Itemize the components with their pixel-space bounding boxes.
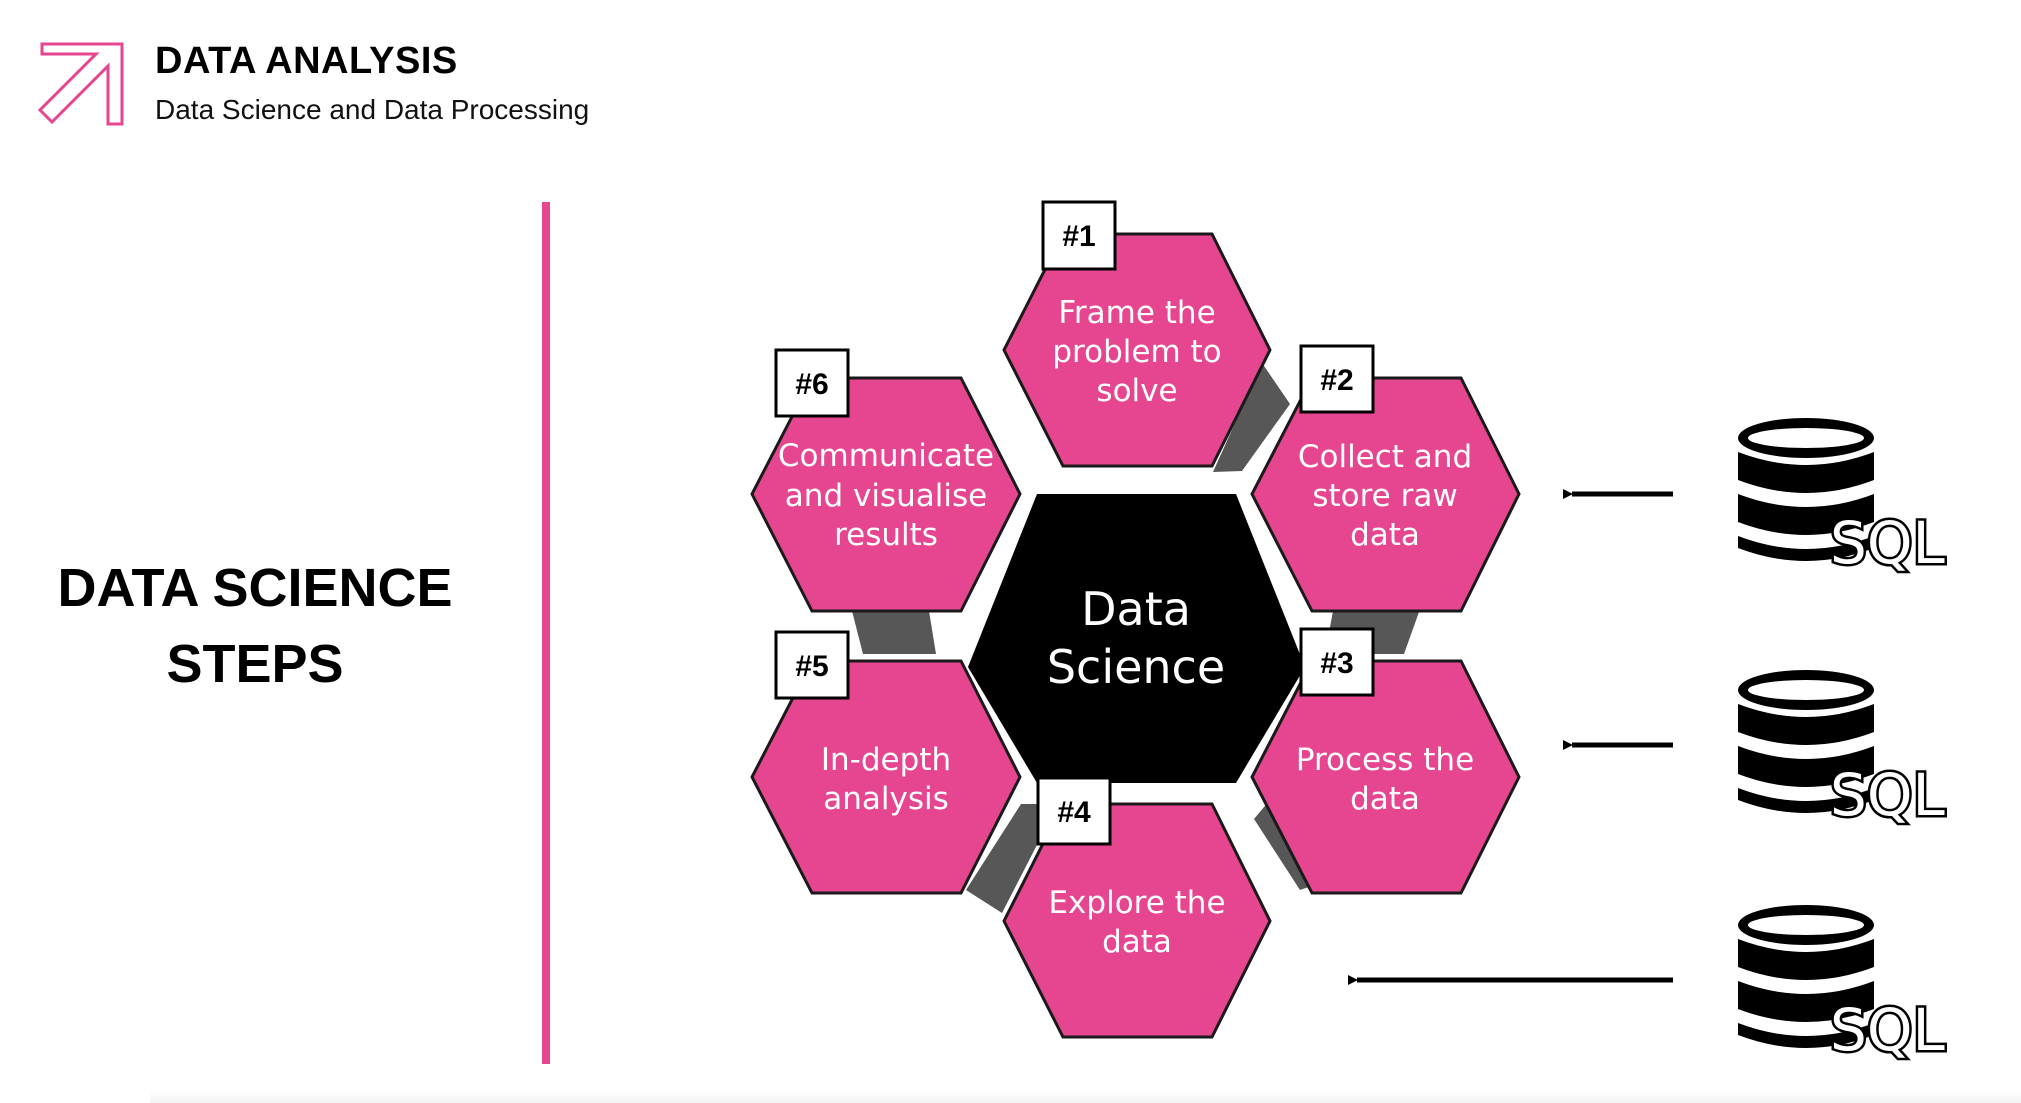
step-3: Process the data [1250, 659, 1521, 895]
step-badge-label: #6 [795, 368, 828, 401]
center-label-line1: Data [1081, 582, 1191, 636]
step-5: In-depth analysis [750, 659, 1022, 895]
step-2: Collect and store raw data [1250, 376, 1521, 613]
header-subtitle: Data Science and Data Processing [155, 94, 590, 125]
step-label: problem to [1052, 334, 1221, 370]
connector-5-6 [852, 611, 936, 654]
source-arrows [1348, 489, 1673, 985]
step-label: data [1350, 781, 1420, 817]
step-badge-label: #3 [1320, 647, 1353, 680]
database-source-2: SQL [1738, 670, 1947, 832]
section-title: DATA SCIENCE STEPS [57, 558, 453, 694]
step-badge-4 [1036, 776, 1112, 846]
database-label: SQL [1830, 509, 1945, 577]
step-label: analysis [823, 781, 949, 817]
step-label: Frame the [1058, 295, 1215, 331]
database-icon [1738, 670, 1874, 813]
header-title: DATA ANALYSIS [155, 40, 458, 82]
step-label: results [834, 517, 938, 553]
step-6: Communicate and visualise results [750, 376, 1022, 613]
step-label: and visualise [785, 478, 987, 514]
center-label-line2: Science [1047, 640, 1225, 694]
step-4: Explore the data [1002, 802, 1272, 1039]
step-hexagon [1002, 802, 1272, 1039]
database-source-3: SQL [1738, 905, 1947, 1067]
section-divider [542, 202, 550, 1064]
step-badge-label: #1 [1062, 220, 1095, 253]
step-badge-2 [1299, 344, 1375, 414]
step-label: Collect and [1298, 439, 1472, 475]
step-hexagon [750, 376, 1022, 613]
step-badges: #1 #2 #3 #4 #5 #6 [774, 200, 1375, 846]
database-icon [1738, 418, 1874, 561]
arrow-up-right-icon [37, 42, 124, 126]
step-badge-label: #5 [795, 650, 828, 683]
step-1: Frame the problem to solve [1002, 232, 1272, 468]
connector-1-2 [1213, 363, 1290, 472]
step-label: data [1102, 924, 1172, 960]
step-hexagon [750, 659, 1022, 895]
step-badge-label: #4 [1057, 796, 1091, 829]
step-hexagon [1250, 659, 1521, 895]
step-label: data [1350, 517, 1420, 553]
step-hexagon [1250, 376, 1521, 613]
database-label: SQL [1830, 761, 1945, 829]
database-label: SQL [1830, 996, 1945, 1064]
step-hexagon [1002, 232, 1272, 468]
center-hexagon [968, 494, 1305, 783]
database-icon [1738, 905, 1874, 1048]
step-label: Explore the [1048, 885, 1225, 921]
step-label: solve [1096, 373, 1177, 409]
step-badge-1 [1041, 200, 1117, 271]
step-badge-5 [774, 630, 850, 700]
database-source-1: SQL [1738, 418, 1947, 580]
step-label: store raw [1312, 478, 1457, 514]
connector-4-5 [966, 804, 1058, 913]
step-badge-3 [1299, 627, 1375, 697]
step-label: Communicate [778, 438, 994, 474]
step-label: Process the [1296, 742, 1474, 778]
footer-shadow [150, 1090, 2021, 1103]
step-label: In-depth [821, 742, 951, 778]
step-badge-6 [774, 348, 850, 418]
step-badge-label: #2 [1320, 364, 1353, 397]
